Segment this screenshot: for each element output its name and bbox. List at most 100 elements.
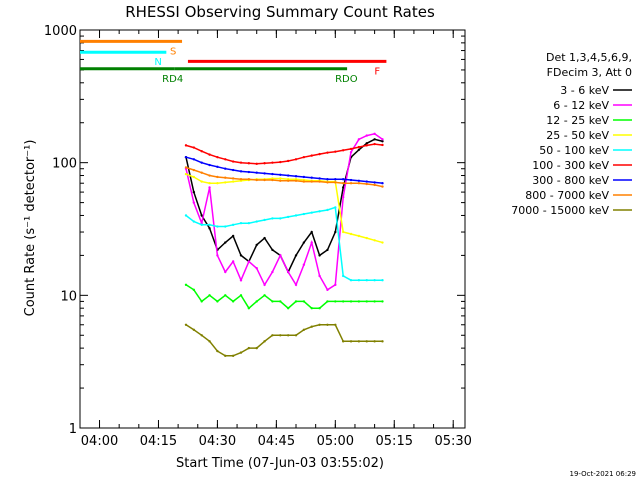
series-point: [208, 186, 211, 189]
legend-header-line-1: Det 1,3,4,5,6,9,: [546, 51, 632, 64]
series-point: [357, 148, 361, 152]
series-point: [192, 328, 196, 331]
series-point: [310, 306, 313, 310]
series-point: [357, 182, 361, 185]
series-point: [247, 170, 251, 174]
series-point: [286, 174, 290, 177]
series-point: [286, 306, 290, 310]
series-point: [286, 179, 290, 182]
series-point: [341, 195, 345, 199]
series-point: [373, 239, 376, 242]
series-point: [341, 178, 345, 181]
legend-label: 100 - 300 keV: [532, 159, 609, 172]
series-point: [247, 260, 251, 263]
series-point: [294, 283, 298, 287]
series-point: [216, 155, 219, 159]
segment-rdo-label: RDO: [335, 74, 358, 85]
series-point: [334, 150, 337, 153]
series-point: [357, 145, 361, 149]
series-point: [341, 300, 345, 303]
series-point: [247, 346, 251, 350]
series-point: [247, 162, 251, 165]
series-point: [192, 190, 196, 194]
series-point: [294, 254, 298, 257]
series-point: [216, 225, 219, 228]
series-point: [247, 178, 251, 181]
series-point: [224, 354, 227, 358]
series-point: [263, 178, 266, 182]
series-point: [373, 138, 376, 141]
x-tick-label: 04:00: [81, 434, 118, 449]
series-point: [373, 132, 376, 136]
series-point: [341, 230, 345, 234]
series-point: [318, 254, 321, 257]
series-point: [381, 185, 384, 188]
series-point: [279, 173, 282, 177]
series-point: [224, 225, 227, 228]
series-point: [255, 300, 258, 303]
segment-n-label: N: [154, 57, 161, 68]
series-point: [271, 172, 274, 176]
x-tick-label: 04:45: [258, 434, 295, 449]
series-point: [255, 162, 258, 166]
series-point: [224, 158, 227, 161]
series-point: [200, 300, 203, 303]
series-point: [334, 230, 337, 234]
series-point: [318, 180, 321, 183]
series-point: [341, 182, 345, 185]
series-line-6: [185, 143, 383, 165]
series-point: [192, 175, 196, 179]
series-point: [373, 181, 376, 184]
series-point: [381, 182, 384, 185]
series-point: [279, 300, 282, 303]
series-point: [381, 241, 384, 244]
series-point: [279, 177, 282, 180]
series-point: [231, 160, 235, 163]
series-point: [279, 179, 282, 182]
series-point: [334, 283, 337, 287]
series-point: [271, 334, 274, 337]
series-point: [286, 159, 290, 163]
series-point: [239, 178, 243, 181]
series-line-5: [185, 206, 383, 281]
series-point: [184, 214, 188, 217]
series-point: [216, 175, 219, 179]
series-point: [349, 182, 353, 185]
series-point: [224, 181, 227, 184]
series-point: [357, 138, 361, 141]
series-point: [365, 180, 368, 183]
y-tick-label: 10: [60, 289, 77, 304]
series-point: [184, 283, 188, 287]
series-point: [192, 158, 196, 161]
series-point: [231, 260, 235, 263]
series-point: [357, 300, 361, 303]
series-point: [239, 294, 243, 297]
series-point: [349, 147, 353, 151]
series-point: [200, 150, 203, 153]
series-point: [310, 211, 313, 214]
series-point: [192, 220, 196, 223]
series-line-3: [185, 284, 383, 310]
series-point: [231, 168, 235, 172]
segment-f-label: F: [374, 66, 380, 77]
series-point: [381, 340, 384, 343]
series-point: [334, 300, 337, 303]
series-point: [349, 150, 353, 154]
series-point: [365, 279, 368, 282]
series-point: [302, 212, 306, 216]
series-point: [184, 144, 188, 147]
legend-label: 300 - 800 keV: [532, 174, 609, 187]
series-point: [247, 306, 251, 310]
series-point: [200, 171, 203, 174]
series-point: [216, 300, 219, 303]
series-point: [294, 179, 298, 182]
series-point: [271, 161, 274, 164]
legend-label: 6 - 12 keV: [553, 99, 609, 112]
series-point: [263, 340, 266, 343]
series-point: [279, 160, 282, 164]
series-point: [216, 182, 219, 185]
x-axis-label: Start Time (07-Jun-03 03:55:02): [176, 456, 384, 471]
x-tick-label: 05:30: [434, 434, 471, 449]
legend-label: 7000 - 15000 keV: [511, 204, 609, 217]
series-point: [286, 270, 290, 274]
